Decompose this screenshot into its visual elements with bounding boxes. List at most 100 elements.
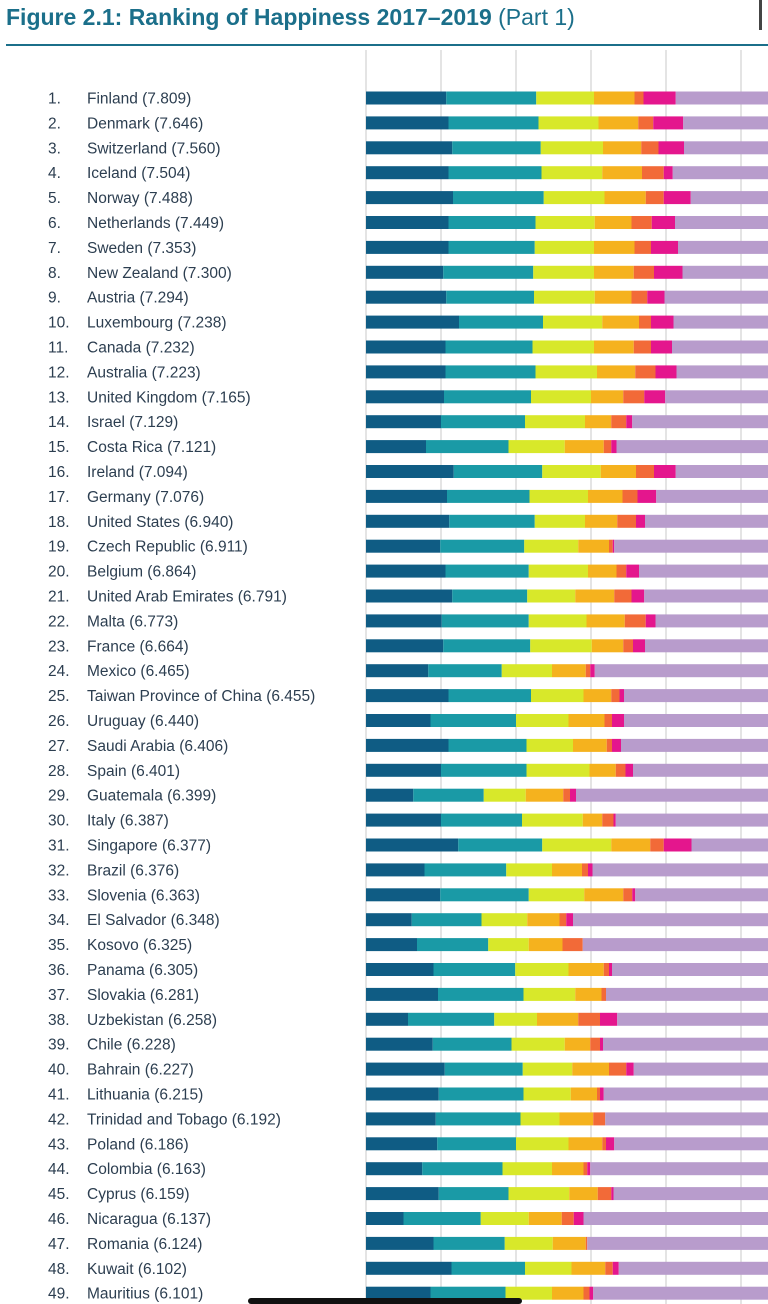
- chart-row: 17. Germany (7.076): [48, 489, 768, 506]
- bar-segment: [594, 664, 768, 678]
- bar-segment: [593, 1112, 606, 1126]
- rank-label: 8.: [48, 265, 61, 282]
- bar-segment: [589, 763, 616, 777]
- bar-segment: [651, 315, 674, 329]
- home-indicator[interactable]: [248, 1298, 522, 1304]
- bar-segment: [591, 639, 624, 653]
- country-label: Finland (7.809): [87, 91, 191, 108]
- bar-segment: [366, 390, 444, 404]
- bar-segment: [552, 1236, 586, 1250]
- bar-segment: [448, 738, 527, 752]
- bar-segment: [606, 1137, 615, 1151]
- bar-segment: [366, 738, 449, 752]
- bar-segment: [428, 664, 502, 678]
- chart-row: 21. United Arab Emirates (6.791): [48, 589, 768, 606]
- chart-row: 26. Uruguay (6.440): [48, 713, 768, 730]
- chart-row: 49. Mauritius (6.101): [48, 1286, 768, 1303]
- bar-segment: [445, 564, 529, 578]
- bar-segment: [633, 763, 768, 777]
- bar-segment: [441, 813, 522, 827]
- bar-segment: [528, 1212, 562, 1225]
- rank-label: 16.: [48, 464, 70, 481]
- bar-segment: [624, 689, 768, 703]
- bar-segment: [438, 1187, 509, 1201]
- bar-segment: [366, 863, 425, 877]
- bar-segment: [525, 788, 564, 802]
- bar-segment: [614, 539, 768, 553]
- bar-segment: [594, 265, 634, 279]
- bar-segment: [676, 365, 768, 379]
- bar-segment: [534, 240, 594, 254]
- bar-segment: [639, 315, 651, 329]
- country-label: Singapore (6.377): [87, 838, 211, 855]
- country-label: Slovakia (6.281): [87, 987, 199, 1004]
- bar-segment: [624, 714, 768, 727]
- chart-row: 37. Slovakia (6.281): [48, 987, 768, 1004]
- bar-segment: [621, 738, 768, 752]
- bar-segment: [525, 415, 585, 429]
- bar-segment: [536, 91, 594, 105]
- bar-segment: [597, 365, 636, 379]
- chart-row: 46. Nicaragua (6.137): [48, 1211, 768, 1228]
- bar-segment: [366, 813, 441, 827]
- bar-segment: [583, 1162, 588, 1176]
- bar-segment: [611, 415, 627, 429]
- bar-segment: [573, 913, 768, 927]
- country-label: Trinidad and Tobago (6.192): [87, 1111, 281, 1128]
- chart-row: 43. Poland (6.186): [48, 1136, 768, 1153]
- country-label: Israel (7.129): [87, 414, 178, 431]
- bar-segment: [569, 1187, 598, 1201]
- bar-segment: [366, 1286, 431, 1300]
- bar-segment: [444, 1062, 523, 1076]
- country-label: Mexico (6.465): [87, 663, 190, 680]
- chart-row: 14. Israel (7.129): [48, 414, 768, 431]
- country-label: Uzbekistan (6.258): [87, 1012, 217, 1029]
- rank-label: 19.: [48, 539, 70, 556]
- bar-segment: [583, 1286, 590, 1300]
- country-label: Lithuania (6.215): [87, 1087, 203, 1104]
- bar-segment: [445, 365, 536, 379]
- rank-label: 6.: [48, 215, 61, 232]
- bar-segment: [448, 116, 539, 130]
- bar-segment: [638, 116, 654, 130]
- bar-segment: [682, 265, 768, 279]
- country-label: Kuwait (6.102): [87, 1261, 187, 1278]
- bar-segment: [588, 489, 623, 503]
- bar-segment: [585, 415, 612, 429]
- scrollbar-indicator[interactable]: [759, 0, 762, 30]
- bar-segment: [366, 664, 429, 678]
- bar-segment: [600, 1037, 603, 1051]
- bar-segment: [508, 1187, 570, 1201]
- chart-row: 11. Canada (7.232): [48, 340, 768, 357]
- bar-segment: [611, 689, 620, 703]
- rank-label: 48.: [48, 1261, 70, 1278]
- chart-row: 38. Uzbekistan (6.258): [48, 1012, 768, 1029]
- rank-label: 41.: [48, 1087, 70, 1104]
- chart-row: 18. United States (6.940): [48, 514, 768, 531]
- bar-segment: [588, 564, 617, 578]
- bar-segment: [602, 315, 639, 329]
- bar-segment: [366, 440, 426, 454]
- bar-segment: [366, 1261, 452, 1275]
- chart-row: 15. Costa Rica (7.121): [48, 439, 768, 456]
- chart-row: 29. Guatemala (6.399): [48, 788, 768, 805]
- rank-label: 30.: [48, 813, 70, 830]
- bar-segment: [603, 440, 612, 454]
- rank-label: 22.: [48, 613, 70, 630]
- bar-segment: [672, 166, 768, 180]
- bar-segment: [417, 938, 489, 952]
- bar-segment: [582, 863, 588, 877]
- bar-segment: [584, 888, 624, 902]
- bar-segment: [528, 564, 588, 578]
- bar-segment: [443, 265, 534, 279]
- country-label: Nicaragua (6.137): [87, 1211, 211, 1228]
- rank-label: 5.: [48, 190, 61, 207]
- bar-segment: [636, 514, 645, 528]
- bar-segment: [570, 788, 576, 802]
- bar-segment: [612, 714, 624, 727]
- bar-segment: [604, 714, 612, 727]
- bar-segment: [645, 614, 656, 628]
- rank-label: 3.: [48, 140, 61, 157]
- bar-segment: [583, 1212, 768, 1225]
